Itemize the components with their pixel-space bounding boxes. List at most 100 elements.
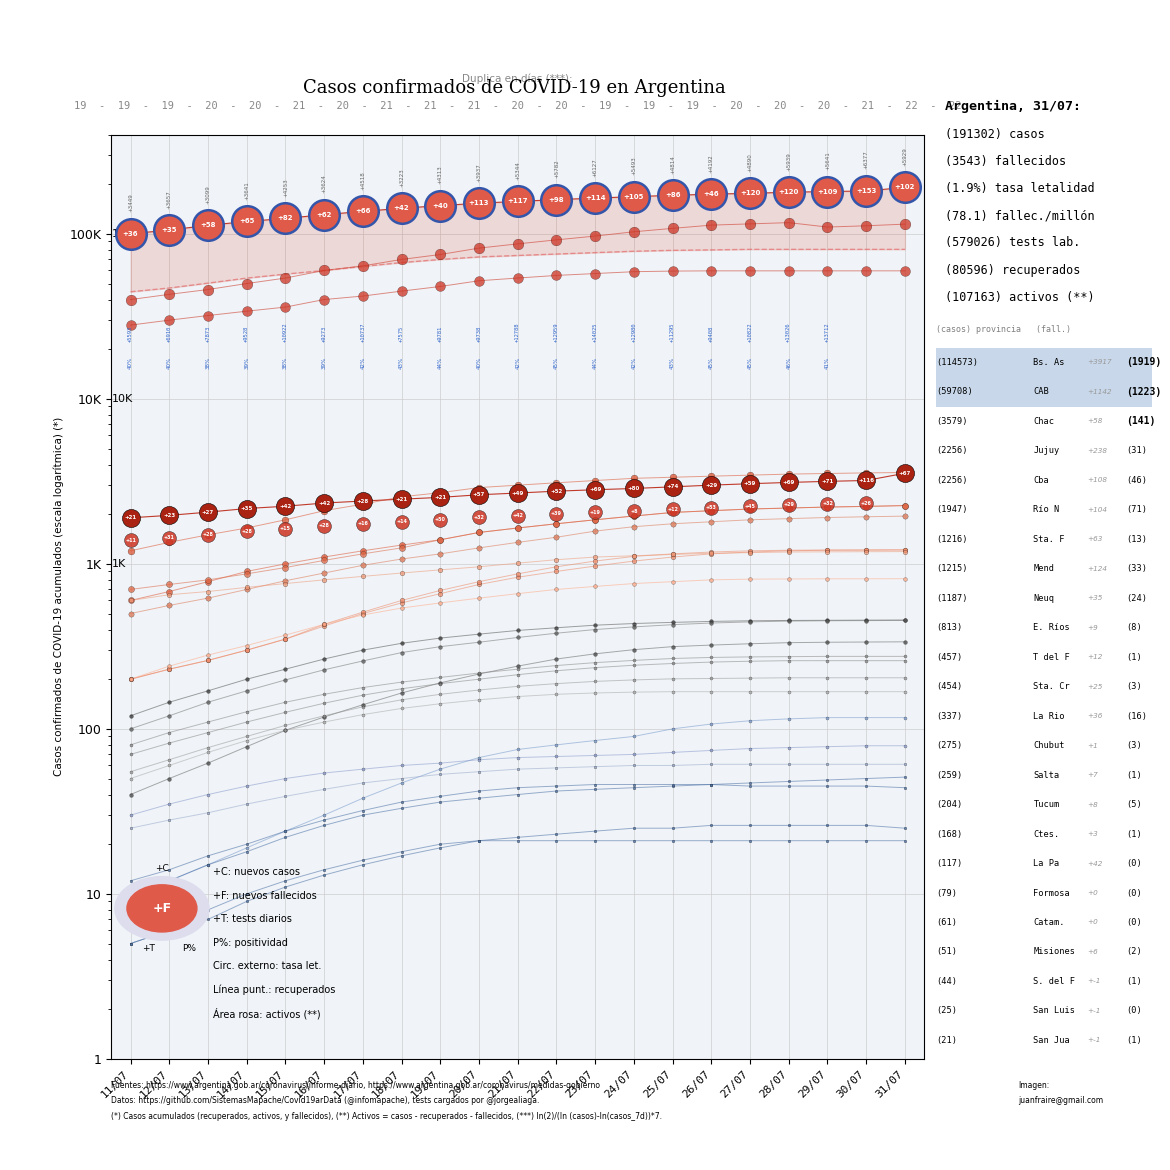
Text: +36: +36 [1088, 713, 1103, 720]
FancyBboxPatch shape [936, 347, 1152, 377]
Text: (13): (13) [1127, 535, 1148, 544]
Text: (0): (0) [1127, 918, 1142, 927]
Text: 46%: 46% [786, 357, 791, 369]
Text: Neuq: Neuq [1033, 593, 1054, 603]
Text: +53: +53 [706, 505, 717, 510]
Text: +5929: +5929 [902, 147, 908, 166]
Text: (21): (21) [936, 1035, 957, 1045]
Text: +65: +65 [239, 219, 254, 225]
Text: juanfraire@gmail.com: juanfraire@gmail.com [1018, 1096, 1103, 1106]
Text: (457): (457) [936, 653, 962, 661]
Text: San Luis: San Luis [1033, 1006, 1075, 1016]
Text: +36: +36 [123, 230, 138, 236]
Text: Fuentes: https://www.argentina.gob.ar/coronavirus/informe-diario, https://www.ar: Fuentes: https://www.argentina.gob.ar/co… [111, 1081, 600, 1090]
Text: Río N: Río N [1033, 505, 1060, 514]
Text: +120: +120 [739, 191, 761, 197]
Text: Salta: Salta [1033, 771, 1060, 779]
Text: +58: +58 [200, 222, 215, 228]
Text: +57: +57 [473, 493, 486, 497]
Text: Tucum: Tucum [1033, 800, 1060, 808]
Text: 38%: 38% [283, 357, 288, 369]
Text: +-1: +-1 [1088, 978, 1101, 984]
Text: (31): (31) [1127, 446, 1148, 455]
Text: +25: +25 [1088, 683, 1103, 689]
Text: (107163) activos (**): (107163) activos (**) [944, 290, 1094, 303]
Text: Jujuy: Jujuy [1033, 446, 1060, 455]
Text: +7575: +7575 [399, 326, 404, 343]
Text: +3449: +3449 [128, 193, 133, 212]
Text: (1919): (1919) [1127, 357, 1162, 367]
Text: 42%: 42% [360, 357, 365, 369]
Text: +12: +12 [667, 507, 679, 512]
Text: +10822: +10822 [748, 323, 752, 343]
Text: +T: +T [142, 944, 154, 952]
Text: 45%: 45% [748, 357, 752, 369]
Text: +42: +42 [512, 514, 523, 518]
Text: +153: +153 [856, 188, 876, 194]
Text: +9408: +9408 [709, 326, 714, 343]
Text: 45%: 45% [709, 357, 714, 369]
Text: +8: +8 [1088, 801, 1099, 807]
Text: +59: +59 [744, 481, 756, 487]
Text: +28: +28 [357, 498, 369, 503]
Text: +109: +109 [818, 188, 838, 194]
Text: Duplica en días (***):: Duplica en días (***): [462, 74, 573, 84]
Text: (1947): (1947) [936, 505, 968, 514]
Text: (0): (0) [1127, 1006, 1142, 1016]
Text: +12788: +12788 [515, 323, 521, 343]
Text: +40: +40 [433, 202, 448, 208]
Text: +71: +71 [821, 479, 833, 484]
Text: 44%: 44% [593, 357, 598, 369]
Text: +52: +52 [550, 489, 563, 494]
Text: Misiones: Misiones [1033, 948, 1075, 956]
Text: Ctes.: Ctes. [1033, 830, 1060, 839]
Text: +F: nuevos fallecidos: +F: nuevos fallecidos [213, 890, 317, 901]
Text: Casos confirmados de COVID-19 en Argentina: Casos confirmados de COVID-19 en Argenti… [303, 78, 727, 97]
Text: +28: +28 [202, 532, 213, 537]
Text: +21: +21 [434, 495, 446, 500]
Text: +45: +45 [744, 504, 756, 509]
Text: (579026) tests lab.: (579026) tests lab. [944, 236, 1080, 249]
Text: San Jua: San Jua [1033, 1035, 1071, 1045]
Text: +8: +8 [631, 509, 638, 514]
Text: +3: +3 [1088, 831, 1099, 837]
Text: Chac: Chac [1033, 417, 1054, 426]
Text: +28: +28 [318, 523, 330, 528]
Text: +67: +67 [899, 470, 911, 476]
Text: (337): (337) [936, 711, 962, 721]
Text: P%: positividad: P%: positividad [213, 938, 288, 948]
Text: +4890: +4890 [748, 153, 752, 172]
Text: P%: P% [181, 944, 195, 952]
Text: +11: +11 [125, 538, 136, 543]
Text: +5939: +5939 [786, 152, 791, 171]
Text: (0): (0) [1127, 888, 1142, 897]
Text: +9738: +9738 [476, 326, 482, 343]
Text: +3223: +3223 [399, 168, 404, 187]
Text: (117): (117) [936, 859, 962, 868]
Text: +21: +21 [395, 497, 407, 502]
Text: +3657: +3657 [167, 190, 172, 208]
Text: CAB: CAB [1033, 387, 1049, 397]
Text: +98: +98 [549, 197, 564, 202]
Text: +0: +0 [1088, 920, 1099, 925]
Text: +C: nuevos casos: +C: nuevos casos [213, 867, 300, 878]
Text: +6377: +6377 [863, 151, 868, 170]
Text: +13026: +13026 [786, 323, 791, 343]
Text: 19  -  19  -  19  -  20  -  20  -  21  -  20  -  21  -  21  -  21  -  20  -  20 : 19 - 19 - 19 - 20 - 20 - 21 - 20 - 21 - … [74, 102, 962, 111]
Text: +3641: +3641 [245, 181, 249, 200]
Text: +4192: +4192 [709, 154, 714, 173]
Text: +31: +31 [164, 536, 174, 541]
Text: La Pa: La Pa [1033, 859, 1060, 868]
Text: (80596) recuperados: (80596) recuperados [944, 263, 1080, 276]
Text: 39%: 39% [245, 357, 249, 369]
Text: 42%: 42% [632, 357, 636, 369]
Text: +63: +63 [1088, 536, 1103, 542]
Text: 44%: 44% [438, 357, 442, 369]
Text: Área rosa: activos (**): Área rosa: activos (**) [213, 1007, 321, 1019]
Text: Línea punt.: recuperados: Línea punt.: recuperados [213, 985, 336, 996]
Text: 10K: 10K [112, 394, 133, 404]
Text: +108: +108 [1088, 477, 1108, 483]
Text: +9528: +9528 [245, 326, 249, 343]
Text: Cba: Cba [1033, 476, 1049, 484]
Text: +14: +14 [397, 519, 407, 524]
